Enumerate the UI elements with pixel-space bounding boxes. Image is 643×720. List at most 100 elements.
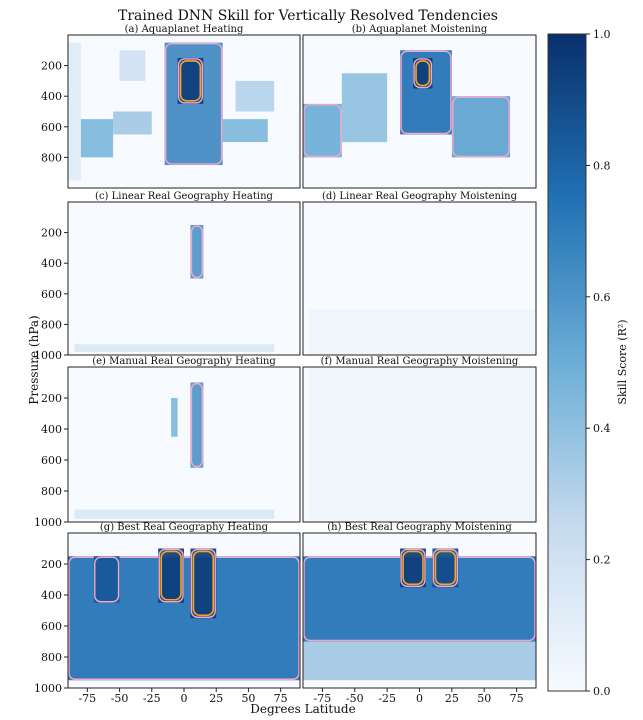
contour-pink — [413, 58, 433, 89]
heatmap-region — [74, 509, 275, 519]
panel-title: (f) Manual Real Geography Moistening — [321, 356, 519, 367]
panel-e: (e) Manual Real Geography Heating 200 400 6… — [34, 356, 301, 529]
y-tick-label: 400 — [41, 90, 62, 103]
heatmap-region — [222, 119, 268, 143]
panel-title: (g) Best Real Geography Heating — [100, 522, 269, 533]
panel-title: (a) Aquaplanet Heating — [125, 24, 244, 35]
panel-a: (a) Aquaplanet Heating 200 400 600 800 — [41, 24, 301, 189]
contour-orange — [434, 550, 457, 586]
panel-h: (h) Best Real Geography Moistening -75 -50… — [302, 522, 537, 705]
contour-pink — [190, 382, 204, 468]
contour-pink — [400, 548, 426, 587]
y-tick-label: 600 — [41, 620, 62, 633]
contour-orange — [179, 60, 202, 102]
contour-pink — [158, 548, 184, 603]
x-axis-label: Degrees Latitude — [250, 702, 355, 716]
y-tick-label: 1000 — [34, 682, 62, 695]
contour-pink — [432, 548, 459, 587]
x-tick-label: 50 — [241, 692, 255, 705]
x-tick-label: 0 — [416, 692, 423, 705]
y-tick-label: 800 — [41, 651, 62, 664]
panel-frame — [67, 34, 301, 189]
contour-pink — [94, 556, 120, 603]
x-tick-label: -25 — [143, 692, 161, 705]
colorbar-tick-label: 1.0 — [593, 28, 611, 41]
heatmap-region — [190, 224, 204, 279]
panel-c: (c) Linear Real Geography Heating 200 400 6… — [34, 191, 301, 362]
contour-pink — [190, 548, 216, 618]
colorbar-label: Skill Score (R²) — [616, 319, 629, 404]
contour-pink — [452, 96, 510, 158]
panel-background — [68, 367, 300, 522]
heatmap-cells — [68, 548, 300, 681]
panel-d: (d) Linear Real Geography Moistening — [302, 191, 537, 356]
heatmap-region — [451, 96, 511, 158]
contour-pink — [164, 42, 223, 165]
heatmap-cells — [74, 382, 275, 519]
x-tick-label: -75 — [314, 692, 332, 705]
x-tick-label: 25 — [445, 692, 459, 705]
y-tick-label: 400 — [41, 589, 62, 602]
panel-title: (e) Manual Real Geography Heating — [92, 356, 276, 367]
y-tick-label: 200 — [41, 558, 62, 571]
contour-pink — [400, 50, 452, 135]
x-tick-label: 50 — [477, 692, 491, 705]
panel-f: (f) Manual Real Geography Moistening — [302, 356, 537, 523]
y-tick-label: 600 — [41, 454, 62, 467]
heatmap-region — [158, 548, 184, 603]
colorbar-bar — [547, 33, 587, 692]
y-tick-label: 800 — [41, 318, 62, 331]
contour-pink — [177, 58, 204, 104]
y-tick-label: 200 — [41, 60, 62, 73]
panel-title: (b) Aquaplanet Moistening — [352, 24, 488, 35]
y-tick-label: 200 — [41, 392, 62, 405]
colorbar-ticks: 0.0 0.2 0.4 0.6 0.8 1.0 — [586, 28, 611, 698]
heatmap-region — [190, 548, 217, 619]
contour-orange — [415, 60, 431, 87]
heatmap-region — [413, 57, 433, 89]
contour-orange — [192, 550, 215, 617]
heatmap-region — [309, 309, 536, 355]
colorbar-tick-label: 0.8 — [593, 159, 611, 172]
heatmap-region — [303, 103, 342, 158]
heatmap-region — [93, 556, 120, 603]
panel-title: (d) Linear Real Geography Moistening — [322, 191, 518, 202]
contour-orange — [402, 550, 424, 586]
panel-frame — [302, 201, 537, 356]
x-tick-label: 75 — [510, 692, 524, 705]
panel-frame — [302, 34, 537, 189]
heatmap-region — [74, 344, 275, 352]
panel-title: (h) Best Real Geography Moistening — [327, 522, 512, 533]
heatmap-region — [171, 398, 178, 437]
y-tick-label: 600 — [41, 288, 62, 301]
heatmap-region — [119, 50, 146, 81]
panel-title: (c) Linear Real Geography Heating — [95, 191, 273, 202]
heatmap-region — [113, 111, 152, 135]
heatmap-region — [80, 119, 114, 158]
colorbar-tick-label: 0.2 — [593, 554, 611, 567]
heatmap-cells — [309, 309, 536, 355]
y-tick-label: 400 — [41, 257, 62, 270]
x-tick-label: 0 — [181, 692, 188, 705]
heatmap-cells — [68, 42, 275, 181]
heatmap-region — [341, 73, 388, 143]
y-tick-label: 1000 — [34, 349, 62, 362]
panel-frame — [302, 366, 537, 523]
colorbar-tick-label: 0.0 — [593, 685, 611, 698]
panel-frame — [67, 201, 301, 356]
y-tick-label: 800 — [41, 485, 62, 498]
contour-pink — [190, 225, 204, 279]
contour-orange — [160, 550, 182, 601]
x-tick-label: -75 — [78, 692, 96, 705]
heatmap-cells — [303, 50, 511, 158]
panel-background — [68, 202, 300, 355]
heatmap-region — [68, 42, 81, 181]
heatmap-region — [235, 80, 275, 112]
heatmap-region — [177, 57, 204, 104]
y-tick-label: 400 — [41, 423, 62, 436]
x-tick-label: -25 — [378, 692, 396, 705]
y-tick-label: 800 — [41, 151, 62, 164]
x-tick-label: 25 — [209, 692, 223, 705]
colorbar: 0.0 0.2 0.4 0.6 0.8 1.0 Skill Score (R²) — [547, 28, 629, 698]
